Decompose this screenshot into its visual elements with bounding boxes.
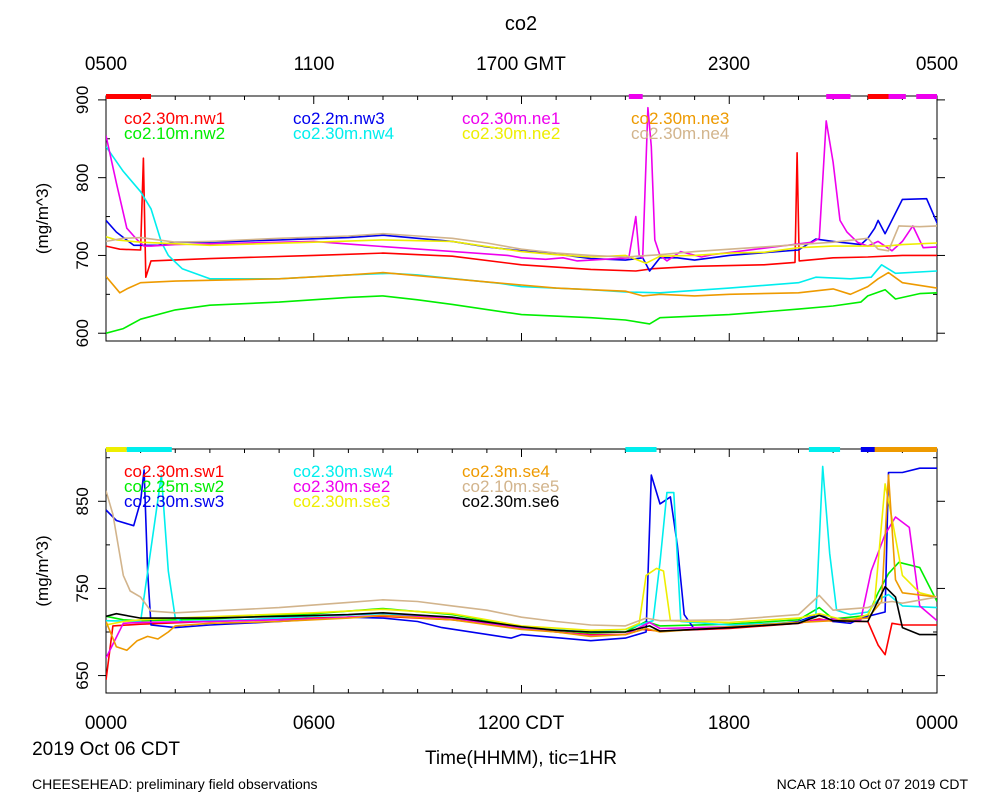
y-tick-label: 700 bbox=[73, 241, 92, 269]
legend-entry: co2.10m.nw2 bbox=[124, 124, 225, 143]
legend-entry: co2.30m.se2 bbox=[293, 477, 390, 496]
y-tick-label: 650 bbox=[73, 661, 92, 689]
gmt-tick-label: 2300 bbox=[708, 54, 750, 75]
series-line-co2.2m.nw3 bbox=[106, 197, 937, 272]
series-line-co2.30m.ne1 bbox=[106, 106, 937, 262]
series-line-co2.30m.ne3 bbox=[106, 271, 937, 297]
y-tick-label: 850 bbox=[73, 487, 92, 515]
chart-title: co2 bbox=[505, 13, 537, 35]
legend-entry: co2.10m.se5 bbox=[462, 477, 559, 496]
cdt-tick-label: 0600 bbox=[293, 713, 335, 734]
legend-entry: co2.30m.se6 bbox=[462, 492, 559, 511]
y-tick-label: 800 bbox=[73, 163, 92, 191]
panel-bottom: 650750850(mg/m^3)co2.30m.sw1co2.25m.sw2c… bbox=[33, 447, 945, 694]
series-line-co2.30m.se2 bbox=[106, 516, 937, 659]
series-line-co2.30m.sw4 bbox=[106, 465, 937, 633]
footer-left: CHEESEHEAD: preliminary field observatio… bbox=[32, 776, 318, 792]
legend-entry: co2.30m.ne2 bbox=[462, 124, 560, 143]
range-marker bbox=[106, 94, 152, 99]
y-tick-label: 600 bbox=[73, 319, 92, 347]
series-line-co2.30m.se6 bbox=[106, 585, 937, 636]
date-label: 2019 Oct 06 CDT bbox=[32, 739, 180, 760]
legend-entry: co2.30m.se3 bbox=[293, 492, 390, 511]
y-axis-label: (mg/m^3) bbox=[33, 535, 52, 606]
legend-entry: co2.30m.ne1 bbox=[462, 109, 560, 128]
legend-entry: co2.3m.se4 bbox=[462, 462, 550, 481]
range-marker bbox=[888, 94, 906, 99]
range-marker bbox=[808, 447, 841, 452]
legend-entry: co2.30m.ne4 bbox=[631, 124, 729, 143]
legend-entry: co2.30m.sw4 bbox=[293, 462, 393, 481]
legend-entry: co2.2m.nw3 bbox=[293, 109, 385, 128]
range-marker bbox=[126, 447, 172, 452]
range-marker bbox=[106, 447, 127, 452]
range-marker bbox=[867, 94, 903, 99]
cdt-tick-label: 1800 bbox=[708, 713, 750, 734]
series-line-co2.30m.se3 bbox=[106, 483, 937, 632]
legend-entry: co2.30m.ne3 bbox=[631, 109, 729, 128]
range-marker bbox=[916, 94, 937, 99]
series-line-co2.3m.se4 bbox=[106, 474, 937, 652]
legend-entry: co2.30m.sw3 bbox=[124, 492, 224, 511]
x-axis-label: Time(HHMM), tic=1HR bbox=[425, 748, 617, 769]
series-line-co2.30m.sw3 bbox=[106, 467, 937, 642]
cdt-tick-label: 1200 CDT bbox=[478, 713, 565, 734]
legend-entry: co2.30m.nw4 bbox=[293, 124, 394, 143]
range-marker bbox=[826, 94, 851, 99]
series-line-co2.30m.ne4 bbox=[106, 225, 937, 258]
footer-right: NCAR 18:10 Oct 07 2019 CDT bbox=[777, 776, 969, 792]
series-group bbox=[106, 465, 937, 681]
y-tick-label: 750 bbox=[73, 574, 92, 602]
series-line-co2.30m.nw4 bbox=[106, 146, 937, 294]
gmt-tick-label: 1100 bbox=[294, 54, 335, 75]
gmt-tick-label: 0500 bbox=[85, 54, 127, 75]
cdt-tick-label: 0000 bbox=[916, 713, 958, 734]
legend-entry: co2.25m.sw2 bbox=[124, 477, 224, 496]
range-marker bbox=[874, 447, 937, 452]
range-marker bbox=[625, 447, 657, 452]
y-tick-label: 900 bbox=[73, 86, 92, 114]
series-line-co2.10m.nw2 bbox=[106, 288, 937, 334]
y-axis-label: (mg/m^3) bbox=[33, 183, 52, 254]
panel-top: 600 700 800 900 (mg/m^3) co2.30m.nw1co2.10m.n… bbox=[33, 86, 945, 347]
range-marker bbox=[860, 447, 879, 452]
legend-entry: co2.30m.sw1 bbox=[124, 462, 224, 481]
series-line-co2.10m.se5 bbox=[106, 490, 937, 627]
gmt-tick-label: 0500 bbox=[916, 54, 958, 75]
cdt-tick-label: 0000 bbox=[85, 713, 127, 734]
series-line-co2.30m.ne2 bbox=[106, 236, 937, 264]
legend-entry: co2.30m.nw1 bbox=[124, 109, 225, 128]
gmt-tick-label: 1700 GMT bbox=[476, 54, 566, 75]
range-marker bbox=[628, 94, 643, 99]
series-group bbox=[106, 106, 937, 334]
